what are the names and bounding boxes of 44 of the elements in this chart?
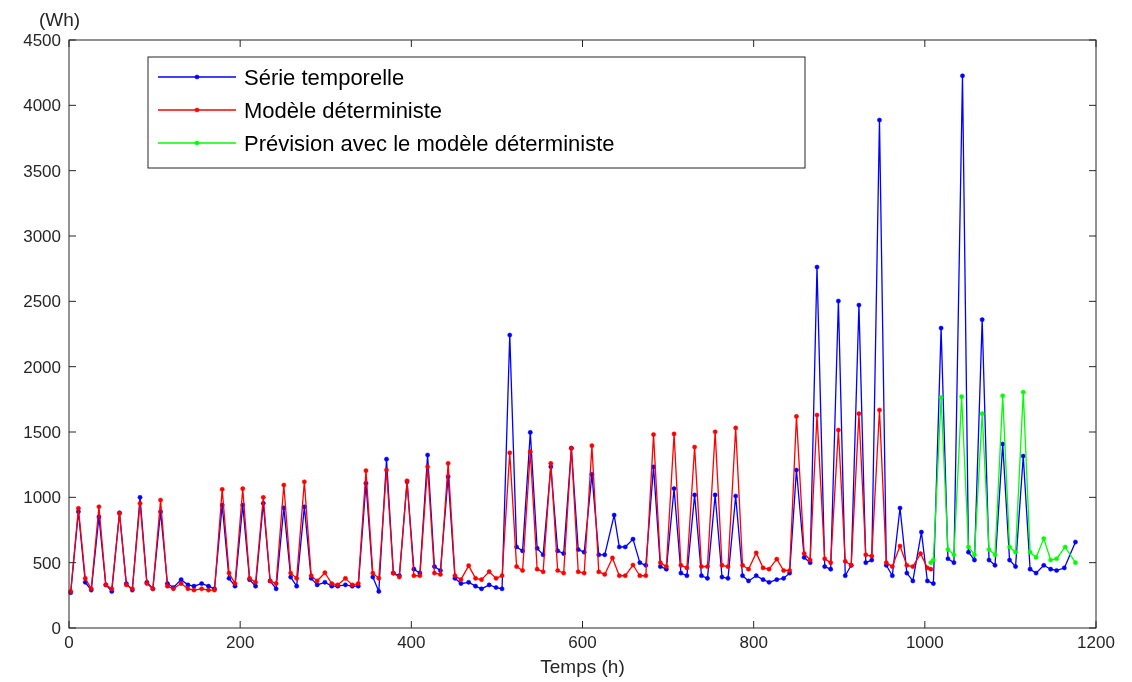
- point: [1007, 544, 1012, 550]
- point: [1041, 536, 1047, 541]
- point: [1020, 389, 1026, 395]
- point: [1033, 555, 1039, 560]
- y-tick-label: 500: [32, 553, 61, 573]
- point: [966, 544, 971, 550]
- point: [1013, 549, 1018, 555]
- legend-label: Modèle déterministe: [244, 97, 443, 123]
- y-tick-label: 1000: [23, 488, 61, 508]
- point: [1054, 556, 1059, 562]
- y-tick-label: 2000: [23, 357, 61, 377]
- legend-label: Série temporelle: [244, 64, 405, 90]
- x-tick-label: 400: [397, 633, 426, 652]
- x-tick-label: 1200: [1077, 633, 1115, 652]
- point: [1027, 549, 1033, 555]
- point: [979, 411, 985, 417]
- point: [928, 560, 934, 566]
- point: [959, 394, 964, 400]
- point: [1062, 544, 1068, 550]
- x-axis-title: Temps (h): [540, 656, 625, 677]
- point: [972, 552, 977, 558]
- x-tick-label: 800: [739, 633, 768, 652]
- point: [938, 395, 944, 400]
- point: [992, 552, 998, 558]
- legend-label: Prévision avec le modèle déterministe: [244, 130, 615, 156]
- y-tick-label: 3500: [23, 161, 61, 181]
- y-axis-title: (Wh): [39, 9, 81, 30]
- y-tick-label: 3000: [23, 226, 61, 246]
- x-tick-label: 200: [225, 633, 255, 652]
- point: [951, 552, 957, 558]
- y-tick-label: 1500: [23, 422, 61, 442]
- x-tick-label: 0: [64, 633, 74, 652]
- point: [1000, 393, 1006, 399]
- point: [931, 557, 936, 563]
- y-tick-label: 4500: [23, 30, 61, 50]
- point: [945, 547, 951, 552]
- y-tick-label: 2500: [23, 292, 61, 312]
- point: [1073, 560, 1078, 566]
- point: [986, 547, 992, 552]
- point: [1048, 557, 1053, 563]
- y-tick-label: 4000: [23, 96, 61, 116]
- x-tick-label: 1000: [905, 633, 944, 652]
- y-tick-label: 0: [51, 618, 61, 638]
- x-tick-label: 600: [568, 633, 597, 652]
